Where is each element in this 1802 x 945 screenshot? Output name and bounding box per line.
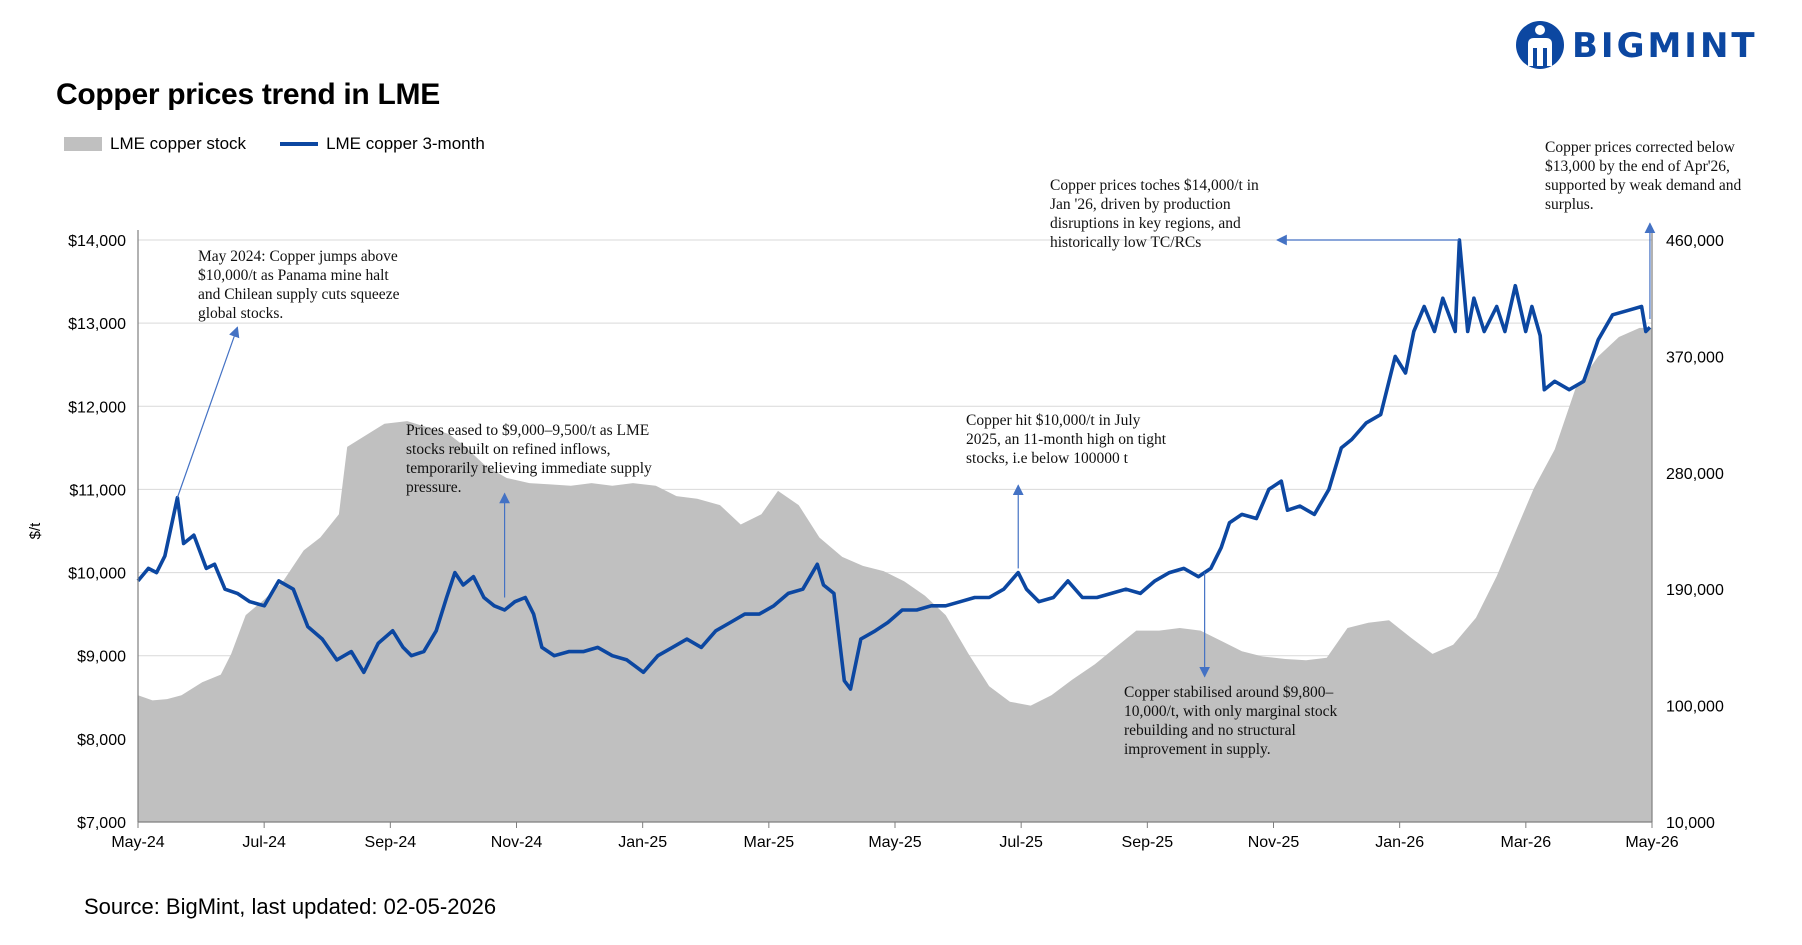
- series-area-stock: [138, 327, 1652, 822]
- y-right-tick-label: 10,000: [1666, 815, 1715, 832]
- y-left-tick-label: $14,000: [68, 233, 126, 250]
- x-tick-label: Nov-25: [1248, 834, 1300, 851]
- legend-swatch-line: [280, 142, 319, 146]
- legend-item-price: LME copper 3-month: [280, 134, 485, 154]
- x-tick-label: Jan-26: [1375, 834, 1424, 851]
- y-axis-label: $/t: [27, 522, 44, 540]
- annotation-jul25: Copper hit $10,000/t in July 2025, an 11…: [966, 412, 1167, 467]
- chart-title: Copper prices trend in LME: [56, 78, 440, 111]
- bigmint-logo: BIGMINT: [1516, 21, 1758, 69]
- legend-label-stock: LME copper stock: [110, 134, 247, 153]
- y-right-tick-label: 100,000: [1666, 699, 1724, 716]
- x-tick-label: Nov-24: [491, 834, 543, 851]
- x-tick-label: May-26: [1625, 834, 1678, 851]
- y-left-tick-label: $8,000: [77, 732, 126, 749]
- y-left-tick-label: $7,000: [77, 815, 126, 832]
- y-right-tick-label: 190,000: [1666, 582, 1724, 599]
- y-right-tick-label: 370,000: [1666, 349, 1724, 366]
- x-tick-label: May-25: [868, 834, 921, 851]
- x-tick-label: Mar-25: [743, 834, 794, 851]
- y-right-tick-label: 460,000: [1666, 233, 1724, 250]
- annotation-apr26: Copper prices corrected below $13,000 by…: [1545, 139, 1742, 213]
- brand-name: BIGMINT: [1572, 26, 1758, 66]
- annotation-oct24: Prices eased to $9,000–9,500/t as LME st…: [406, 422, 652, 496]
- y-right-tick-label: 280,000: [1666, 466, 1724, 483]
- copper-chart: $7,000 $8,000 $9,000 $10,000 $11,000 $12,000 $…: [27, 222, 1724, 851]
- x-tick-label: Sep-24: [365, 834, 417, 851]
- legend-swatch-area: [64, 137, 102, 151]
- x-tick-label: Mar-26: [1500, 834, 1551, 851]
- annotation-may24: May 2024: Copper jumps above $10,000/t a…: [198, 248, 400, 322]
- y-left-tick-label: $10,000: [68, 566, 126, 583]
- x-tick-label: Jul-25: [999, 834, 1043, 851]
- x-tick-label: Sep-25: [1122, 834, 1174, 851]
- source-note: Source: BigMint, last updated: 02-05-202…: [84, 894, 497, 919]
- y-left-tick-label: $12,000: [68, 399, 126, 416]
- chart-legend: LME copper stock LME copper 3-month: [64, 134, 519, 154]
- series-line-price: [136, 238, 1652, 691]
- annotation-sep25: Copper stabilised around $9,800– 10,000/…: [1124, 684, 1338, 758]
- y-left-tick-label: $11,000: [69, 482, 126, 499]
- x-tick-label: Jan-25: [618, 834, 667, 851]
- bigmint-logo-icon: [1516, 21, 1564, 69]
- y-left-tick-label: $9,000: [77, 649, 126, 666]
- annotation-arrow-may24: [176, 326, 240, 498]
- annotation-jan26: Copper prices toches $14,000/t in Jan '2…: [1050, 177, 1259, 251]
- x-tick-label: Jul-24: [242, 834, 286, 851]
- y-left-tick-label: $13,000: [68, 316, 126, 333]
- x-tick-label: May-24: [111, 834, 164, 851]
- legend-item-stock: LME copper stock: [64, 134, 246, 154]
- legend-label-price: LME copper 3-month: [326, 134, 485, 153]
